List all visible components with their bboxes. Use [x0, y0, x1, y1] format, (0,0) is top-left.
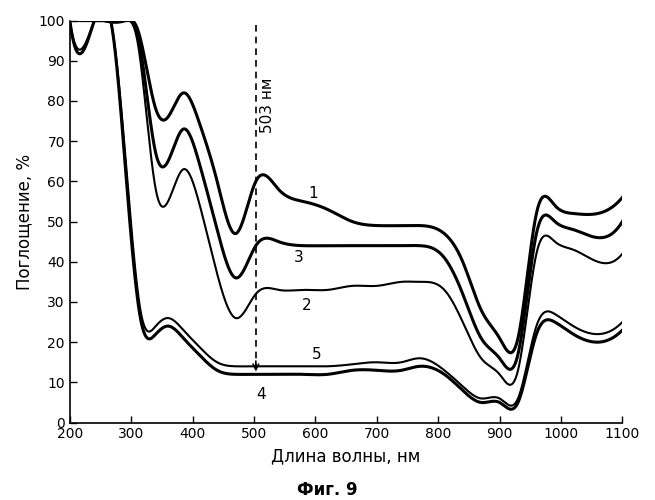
X-axis label: Длина волны, нм: Длина волны, нм — [271, 447, 421, 465]
Text: 5: 5 — [312, 346, 322, 362]
Text: 3: 3 — [294, 250, 304, 265]
Text: 1: 1 — [308, 186, 318, 201]
Text: 4: 4 — [256, 387, 265, 402]
Text: 503 нм: 503 нм — [259, 78, 274, 133]
Y-axis label: Поглощение, %: Поглощение, % — [15, 154, 33, 290]
Text: Фиг. 9: Фиг. 9 — [297, 481, 358, 499]
Text: 2: 2 — [302, 298, 312, 314]
